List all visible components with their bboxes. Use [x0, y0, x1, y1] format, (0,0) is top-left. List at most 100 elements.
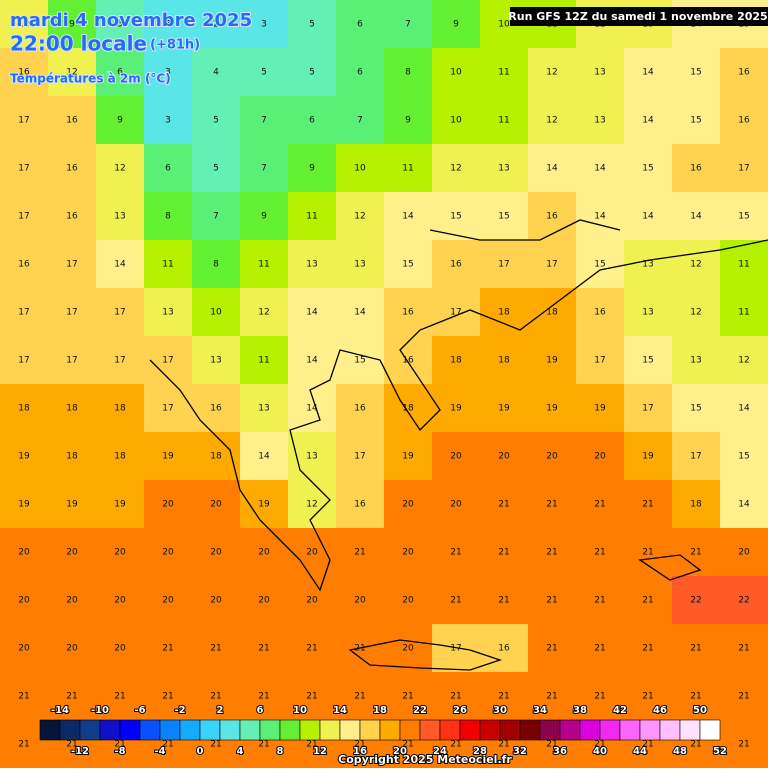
temperature-value: 21 [642, 692, 653, 702]
temperature-cell [144, 480, 193, 529]
temperature-cell [432, 672, 481, 721]
temperature-value: 7 [261, 116, 267, 126]
temperature-cell [672, 288, 721, 337]
temperature-value: 10 [210, 308, 222, 318]
scale-label: -2 [174, 705, 185, 716]
temperature-value: 16 [546, 212, 558, 222]
scale-label: 16 [353, 746, 367, 757]
temperature-value: 21 [690, 548, 701, 558]
temperature-value: 19 [258, 500, 270, 510]
temperature-value: 15 [690, 404, 701, 414]
scale-swatch [219, 719, 241, 741]
scale-swatch [679, 719, 701, 741]
temperature-value: 19 [594, 404, 606, 414]
temperature-value: 21 [306, 644, 317, 654]
temperature-cell [192, 432, 241, 481]
temperature-value: 20 [210, 500, 222, 510]
temperature-cell [624, 192, 673, 241]
temperature-value: 20 [18, 596, 30, 606]
temperature-cell [720, 288, 768, 337]
temperature-value: 5 [309, 20, 315, 30]
temperature-value: 14 [546, 164, 558, 174]
temperature-cell [240, 240, 289, 289]
scale-swatch [119, 719, 141, 741]
temperature-cell [432, 0, 481, 49]
temperature-cell [240, 0, 289, 49]
temperature-value: 21 [546, 692, 557, 702]
temperature-value: 21 [354, 692, 365, 702]
temperature-value: 19 [18, 452, 30, 462]
temperature-value: 20 [402, 644, 414, 654]
scale-swatch [319, 719, 341, 741]
temperature-cell [384, 0, 433, 49]
temperature-value: 16 [498, 644, 510, 654]
temperature-cell [144, 96, 193, 145]
temperature-cell [144, 576, 193, 625]
temperature-cell [576, 48, 625, 97]
temperature-cell [672, 48, 721, 97]
temperature-cell [144, 192, 193, 241]
temperature-value: 5 [117, 20, 123, 30]
temperature-cell [240, 432, 289, 481]
temperature-cell [144, 384, 193, 433]
temperature-value: 20 [594, 452, 606, 462]
temperature-value: 10 [450, 116, 462, 126]
scale-swatch [279, 719, 301, 741]
temperature-value: 13 [642, 308, 653, 318]
temperature-value: 3 [165, 68, 171, 78]
temperature-cell [0, 0, 49, 49]
temperature-cell [0, 240, 49, 289]
temperature-value: 11 [258, 260, 269, 270]
temperature-cell [240, 192, 289, 241]
temperature-value: 21 [210, 644, 221, 654]
lead-time: (+81h) [150, 38, 200, 53]
temperature-value: 17 [18, 116, 29, 126]
temperature-value: 9 [453, 20, 459, 30]
temperature-value: 14 [114, 260, 126, 270]
temperature-cell [0, 288, 49, 337]
scale-swatch [59, 719, 81, 741]
temperature-value: 21 [306, 740, 317, 750]
scale-label: 30 [493, 705, 507, 716]
temperature-value: 17 [690, 452, 701, 462]
temperature-cell [720, 672, 768, 721]
temperature-value: 16 [354, 500, 366, 510]
temperature-value: 20 [402, 500, 414, 510]
temperature-value: 19 [450, 404, 462, 414]
temperature-value: 15 [642, 356, 653, 366]
temperature-value: 15 [594, 260, 605, 270]
temperature-cell [240, 144, 289, 193]
temperature-value: 17 [450, 308, 461, 318]
temperature-value: 12 [66, 68, 77, 78]
temperature-value: 17 [594, 356, 605, 366]
copyright: Copyright 2025 Meteociel.fr [338, 753, 512, 766]
temperature-cell [192, 144, 241, 193]
temperature-cell [384, 144, 433, 193]
temperature-cell [576, 144, 625, 193]
temperature-cell [720, 432, 768, 481]
temperature-cell [528, 48, 577, 97]
temperature-cell [144, 432, 193, 481]
temperature-value: 19 [546, 404, 558, 414]
temperature-value: 20 [210, 548, 222, 558]
temperature-cell [288, 336, 337, 385]
temperature-value: 22 [738, 596, 749, 606]
temperature-value: 21 [642, 500, 653, 510]
temperature-value: 11 [258, 356, 269, 366]
temperature-value: 21 [450, 596, 461, 606]
temperature-value: 16 [66, 212, 78, 222]
temperature-value: 20 [162, 500, 174, 510]
temperature-cell [384, 432, 433, 481]
temperature-cell [432, 240, 481, 289]
temperature-value: 15 [690, 116, 701, 126]
temperature-cell [0, 528, 49, 577]
temperature-cell [384, 624, 433, 673]
temperature-value: 16 [210, 404, 222, 414]
scale-swatch [379, 719, 401, 741]
scale-label: 28 [473, 746, 487, 757]
temperature-value: 3 [165, 20, 171, 30]
temperature-value: 6 [357, 68, 363, 78]
color-scale: -14-12-10-8-6-4-202468101214161820222426… [39, 704, 728, 758]
temperature-cell [288, 384, 337, 433]
temperature-value: 17 [642, 404, 653, 414]
